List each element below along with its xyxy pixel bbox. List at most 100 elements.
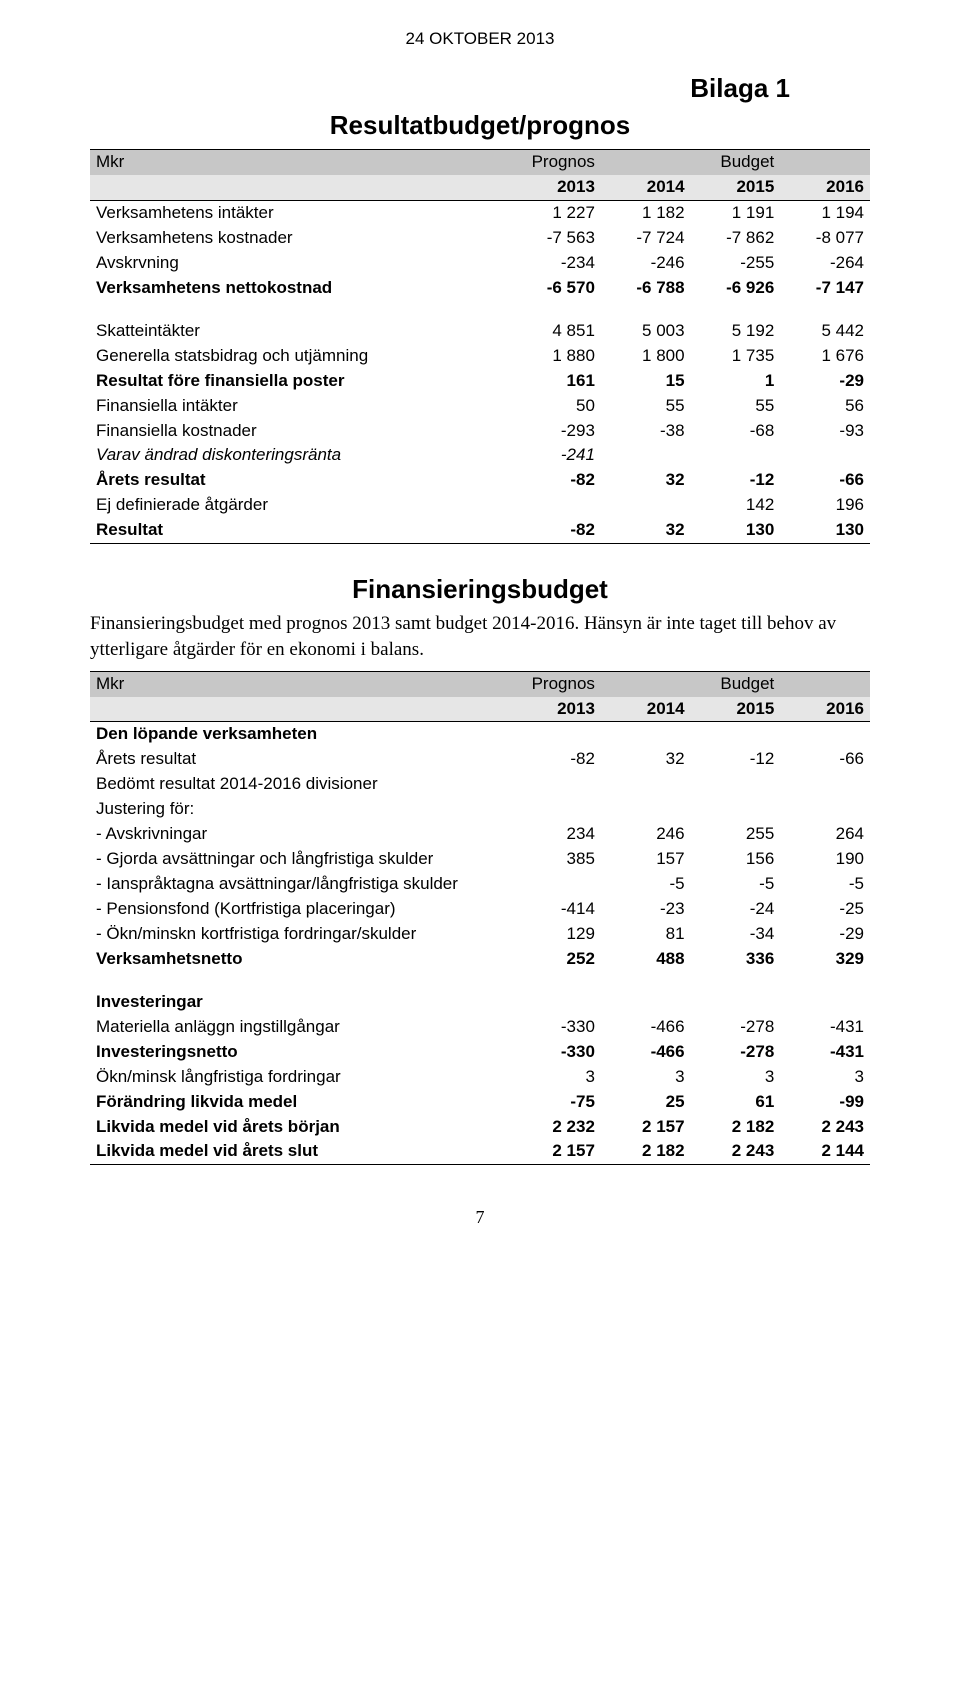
- cell-value: 336: [691, 947, 781, 972]
- table-row: Verksamhetens kostnader-7 563-7 724-7 86…: [90, 226, 870, 251]
- row-label: Finansiella intäkter: [90, 394, 511, 419]
- cell-value: 196: [780, 493, 870, 518]
- row-label: Verksamhetens kostnader: [90, 226, 511, 251]
- row-label: - Pensionsfond (Kortfristiga placeringar…: [90, 897, 511, 922]
- cell-value: [511, 493, 601, 518]
- row-label: - Ökn/minskn kortfristiga fordringar/sku…: [90, 922, 511, 947]
- cell-value: -66: [780, 468, 870, 493]
- cell-value: 55: [691, 394, 781, 419]
- title-finansieringsbudget: Finansieringsbudget: [90, 572, 870, 607]
- table2-header-row2: 2013 2014 2015 2016: [90, 697, 870, 722]
- row-label: Ökn/minsk långfristiga fordringar: [90, 1065, 511, 1090]
- cell-value: [691, 443, 781, 468]
- row-label: Verksamhetens intäkter: [90, 201, 511, 226]
- cell-value: 1 182: [601, 201, 691, 226]
- cell-value: -241: [511, 443, 601, 468]
- row-label: Ej definierade åtgärder: [90, 493, 511, 518]
- cell-value: [511, 872, 601, 897]
- table-row: Investeringar: [90, 990, 870, 1015]
- header2-blank2: [780, 671, 870, 696]
- cell-value: [601, 772, 691, 797]
- cell-value: 3: [601, 1065, 691, 1090]
- cell-value: 15: [601, 369, 691, 394]
- cell-value: -6 570: [511, 276, 601, 301]
- header-year-2015: 2015: [691, 175, 781, 200]
- cell-value: -6 788: [601, 276, 691, 301]
- table-row: Finansiella intäkter50555556: [90, 394, 870, 419]
- cell-value: [511, 301, 601, 319]
- cell-value: 5 003: [601, 319, 691, 344]
- row-label: [90, 301, 511, 319]
- cell-value: 1 194: [780, 201, 870, 226]
- table-row: Generella statsbidrag och utjämning1 880…: [90, 344, 870, 369]
- row-label: Verksamhetsnetto: [90, 947, 511, 972]
- cell-value: 1 676: [780, 344, 870, 369]
- cell-value: 3: [691, 1065, 781, 1090]
- row-label: Varav ändrad diskonteringsränta: [90, 443, 511, 468]
- cell-value: -75: [511, 1090, 601, 1115]
- cell-value: -38: [601, 419, 691, 444]
- cell-value: 234: [511, 822, 601, 847]
- cell-value: -12: [691, 747, 781, 772]
- cell-value: [780, 301, 870, 319]
- row-label: Materiella anläggn ingstillgångar: [90, 1015, 511, 1040]
- cell-value: -23: [601, 897, 691, 922]
- cell-value: 264: [780, 822, 870, 847]
- cell-value: 190: [780, 847, 870, 872]
- cell-value: -66: [780, 747, 870, 772]
- cell-value: 3: [511, 1065, 601, 1090]
- cell-value: 129: [511, 922, 601, 947]
- cell-value: [601, 797, 691, 822]
- cell-value: 2 243: [780, 1115, 870, 1140]
- table-row: [90, 972, 870, 990]
- header-blank2: [780, 150, 870, 175]
- cell-value: 3: [780, 1065, 870, 1090]
- cell-value: [601, 990, 691, 1015]
- cell-value: 61: [691, 1090, 781, 1115]
- cell-value: 385: [511, 847, 601, 872]
- cell-value: 2 182: [601, 1139, 691, 1164]
- table-row: Verksamhetsnetto252488336329: [90, 947, 870, 972]
- header-year-2016: 2016: [780, 175, 870, 200]
- cell-value: 81: [601, 922, 691, 947]
- header-year-2014: 2014: [601, 175, 691, 200]
- row-label: Årets resultat: [90, 468, 511, 493]
- cell-value: -8 077: [780, 226, 870, 251]
- header2-prognos: Prognos: [511, 671, 601, 696]
- table-header-row1: Mkr Prognos Budget: [90, 150, 870, 175]
- table-row: Bedömt resultat 2014-2016 divisioner: [90, 772, 870, 797]
- cell-value: -5: [780, 872, 870, 897]
- table-row: Den löpande verksamheten: [90, 722, 870, 747]
- cell-value: 1 800: [601, 344, 691, 369]
- table-row: Avskrvning-234-246-255-264: [90, 251, 870, 276]
- cell-value: -7 563: [511, 226, 601, 251]
- cell-value: 130: [691, 518, 781, 543]
- intro-paragraph: Finansieringsbudget med prognos 2013 sam…: [90, 611, 870, 662]
- cell-value: -6 926: [691, 276, 781, 301]
- row-label: Likvida medel vid årets början: [90, 1115, 511, 1140]
- cell-value: 32: [601, 747, 691, 772]
- cell-value: -7 147: [780, 276, 870, 301]
- cell-value: -93: [780, 419, 870, 444]
- cell-value: -246: [601, 251, 691, 276]
- cell-value: -330: [511, 1040, 601, 1065]
- cell-value: 1 227: [511, 201, 601, 226]
- header-prognos: Prognos: [511, 150, 601, 175]
- table-row: Finansiella kostnader-293-38-68-93: [90, 419, 870, 444]
- cell-value: 5 192: [691, 319, 781, 344]
- cell-value: 2 232: [511, 1115, 601, 1140]
- cell-value: [691, 972, 781, 990]
- cell-value: -25: [780, 897, 870, 922]
- row-label: Verksamhetens nettokostnad: [90, 276, 511, 301]
- header2-empty: [90, 697, 511, 722]
- page: 24 OKTOBER 2013 Bilaga 1 Resultatbudget/…: [0, 0, 960, 1270]
- cell-value: [511, 797, 601, 822]
- cell-value: -466: [601, 1040, 691, 1065]
- cell-value: -7 862: [691, 226, 781, 251]
- cell-value: [511, 972, 601, 990]
- cell-value: -234: [511, 251, 601, 276]
- cell-value: 142: [691, 493, 781, 518]
- cell-value: 1 191: [691, 201, 781, 226]
- row-label: - Ianspråktagna avsättningar/långfristig…: [90, 872, 511, 897]
- table2-header-row1: Mkr Prognos Budget: [90, 671, 870, 696]
